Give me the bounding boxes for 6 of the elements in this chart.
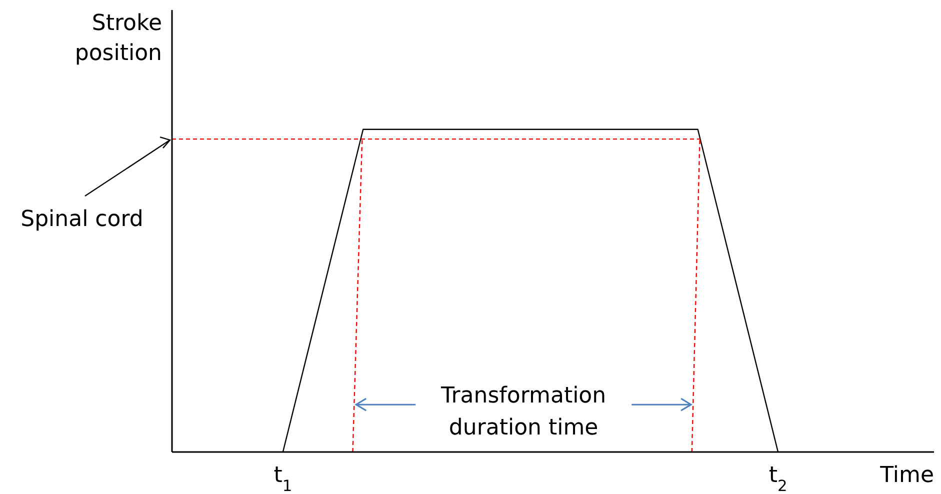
y-axis-title: Stroke position [74,11,162,66]
x-tick-label: t$_{1}$ [274,463,292,494]
annotation: Spinal cord [20,207,144,232]
x-axis-title: Time [879,463,934,488]
annotation: Transformation duration time [440,384,606,441]
x-tick-label: t$_{2}$ [768,463,788,494]
